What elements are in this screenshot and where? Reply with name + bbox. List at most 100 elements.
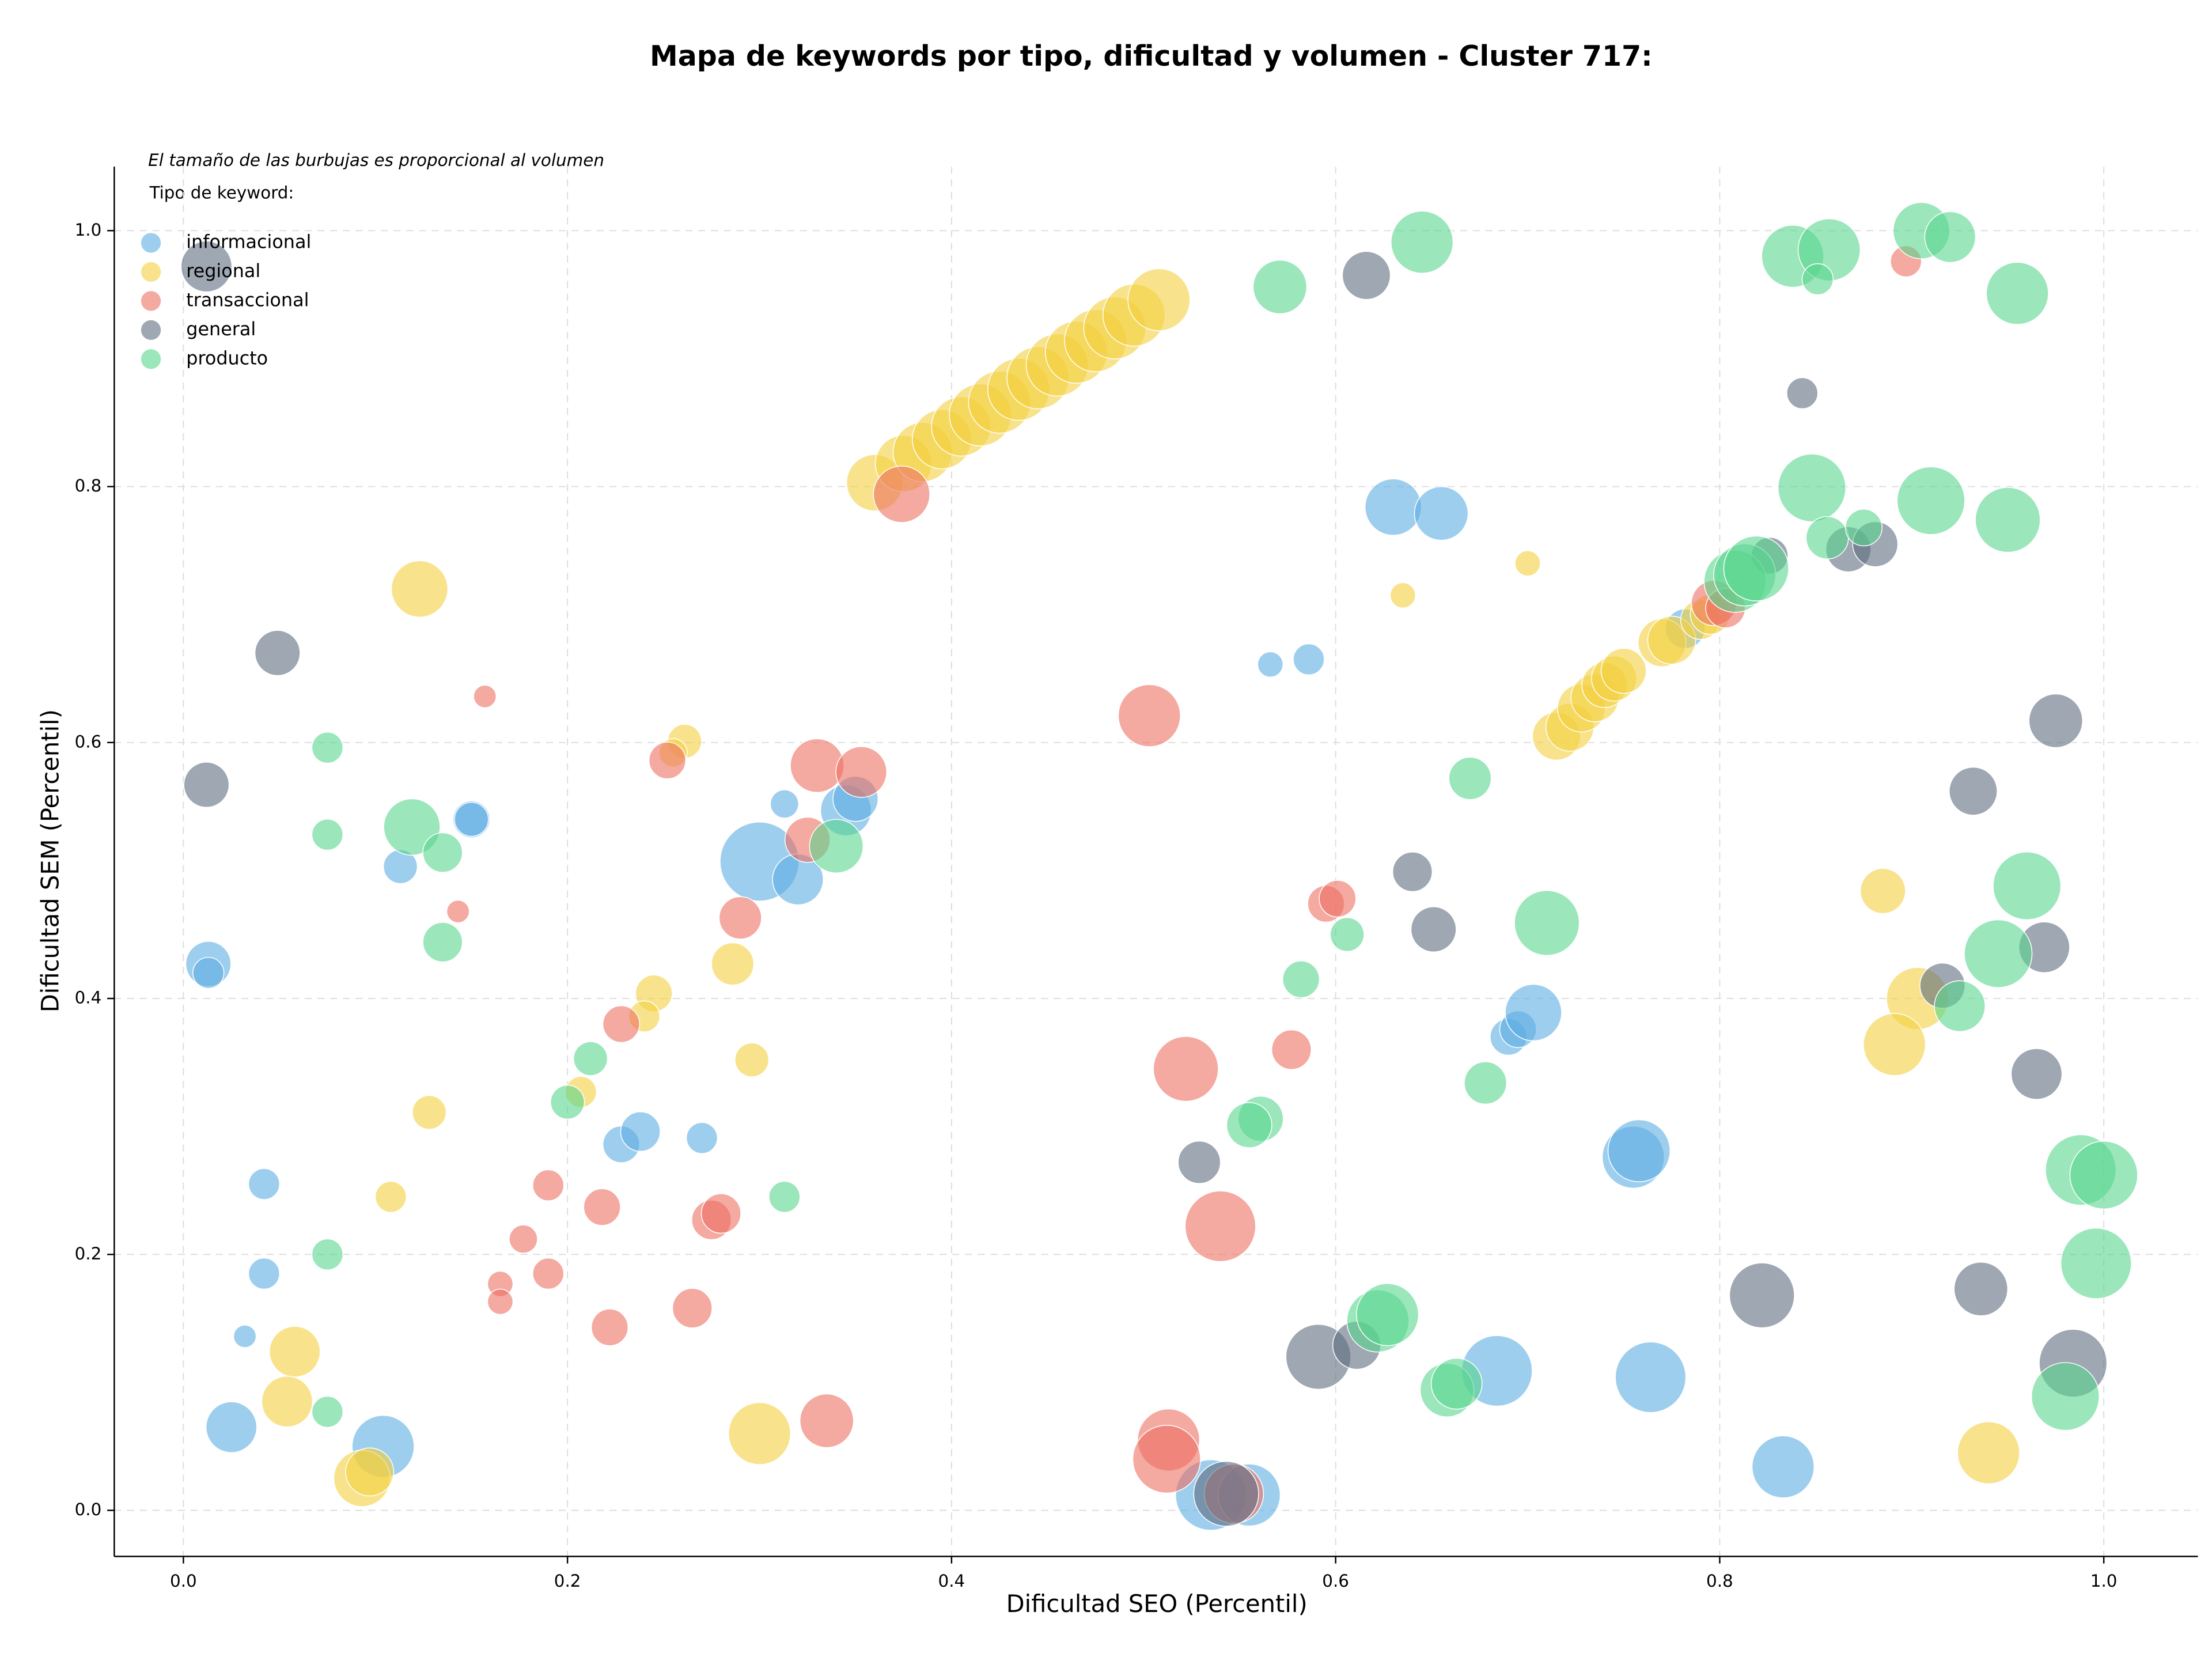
bubble — [1464, 1061, 1508, 1105]
bubble — [411, 1095, 447, 1130]
x-axis-label: Dificultad SEO (Percentil) — [1006, 1590, 1308, 1618]
bubble — [311, 732, 344, 764]
bubble — [1964, 919, 2033, 988]
bubble — [2031, 1362, 2100, 1431]
x-tick-label: 1.0 — [2090, 1571, 2118, 1591]
bubble — [1975, 487, 2041, 553]
bubble — [1226, 1102, 1272, 1148]
bubble — [1389, 582, 1416, 609]
bubble — [1391, 210, 1454, 274]
bubble — [454, 801, 489, 837]
bubble — [383, 798, 441, 856]
legend-title: Tipo de keyword: — [149, 183, 294, 202]
bubble — [1448, 756, 1492, 800]
bubble — [1751, 1435, 1815, 1499]
bubble — [1844, 509, 1883, 547]
bubble — [1949, 766, 1998, 816]
bubble — [1342, 251, 1391, 300]
bubble — [183, 762, 230, 808]
x-tick-label: 0.2 — [554, 1571, 581, 1591]
bubble — [1118, 684, 1181, 747]
bubble — [809, 819, 864, 873]
bubble — [2060, 1227, 2132, 1299]
bubble — [734, 1042, 770, 1077]
bubble — [1863, 1013, 1926, 1076]
bubble — [1801, 263, 1834, 296]
bubble — [711, 942, 755, 986]
legend: informacional regional transaccional genera… — [141, 231, 311, 369]
bubble — [1430, 1357, 1483, 1410]
bubble — [311, 1395, 344, 1428]
bubble — [768, 1181, 801, 1213]
bubble — [1414, 486, 1469, 541]
bubble — [1282, 960, 1320, 998]
y-axis-label: Dificultad SEM (Percentil) — [36, 709, 65, 1012]
y-tick-label: 0.2 — [75, 1244, 102, 1263]
bubble — [1293, 643, 1325, 676]
bubble — [311, 1238, 344, 1270]
bubble — [233, 1325, 257, 1348]
bubble — [532, 1169, 565, 1202]
annotation: El tamaño de las burbujas es proporciona… — [148, 150, 604, 170]
bubble — [770, 789, 800, 819]
bubble — [422, 832, 463, 873]
bubble — [590, 1308, 629, 1346]
bubble — [374, 1181, 407, 1213]
x-tick-label: 0.0 — [170, 1571, 197, 1591]
bubble — [192, 956, 225, 989]
legend-label: general — [186, 318, 256, 340]
bubbles — [180, 202, 2138, 1531]
bubble — [728, 1402, 791, 1465]
bubble — [1392, 852, 1433, 892]
bubble — [550, 1084, 585, 1120]
bubble — [1257, 651, 1284, 678]
bubble — [799, 1393, 854, 1448]
legend-marker — [141, 233, 161, 253]
legend-label: informacional — [186, 231, 311, 253]
bubble — [1410, 906, 1457, 953]
bubble — [1986, 262, 2049, 325]
bubble — [509, 1224, 538, 1254]
bubble — [261, 1375, 313, 1428]
y-tick-label: 0.6 — [75, 732, 102, 751]
axes: 0.0 0.2 0.4 0.6 0.8 1.0 0.0 0.2 0.4 0.6 0.8 1.0 — [75, 167, 2198, 1591]
x-tick-label: 0.4 — [938, 1571, 965, 1591]
bubble — [1127, 268, 1191, 331]
bubble — [1786, 377, 1819, 410]
y-tick-label: 0.0 — [75, 1500, 102, 1519]
y-tick-label: 0.4 — [75, 988, 102, 1008]
legend-label: producto — [186, 347, 268, 369]
bubble — [1859, 868, 1906, 914]
y-tick-label: 0.8 — [75, 476, 102, 495]
bubble — [1271, 1029, 1312, 1070]
bubble — [1924, 211, 1976, 263]
bubble — [2028, 693, 2084, 748]
bubble — [648, 741, 687, 780]
bubble — [1805, 516, 1849, 559]
legend-marker — [141, 262, 161, 282]
bubble — [790, 738, 844, 793]
bubble — [1615, 1341, 1687, 1413]
bubble — [672, 1288, 713, 1329]
bubble — [573, 1041, 608, 1076]
bubble — [1514, 890, 1580, 956]
bubble — [446, 899, 470, 924]
legend-label: regional — [186, 260, 260, 282]
bubble — [1607, 1119, 1671, 1182]
bubble — [487, 1288, 514, 1315]
bubble — [1723, 535, 1789, 601]
bubble — [1153, 1036, 1219, 1102]
bubble — [1777, 453, 1846, 523]
bubble — [205, 1401, 257, 1453]
bubble — [473, 684, 497, 709]
bubble — [2010, 1048, 2063, 1100]
bubble — [1184, 1190, 1256, 1262]
bubble — [700, 1193, 741, 1234]
bubble — [180, 240, 233, 293]
chart-title: Mapa de keywords por tipo, dificultad y … — [650, 40, 1653, 73]
legend-marker — [141, 349, 161, 369]
bubble — [345, 1447, 395, 1497]
x-tick-label: 0.6 — [1322, 1571, 1349, 1591]
bubble — [248, 1257, 281, 1290]
